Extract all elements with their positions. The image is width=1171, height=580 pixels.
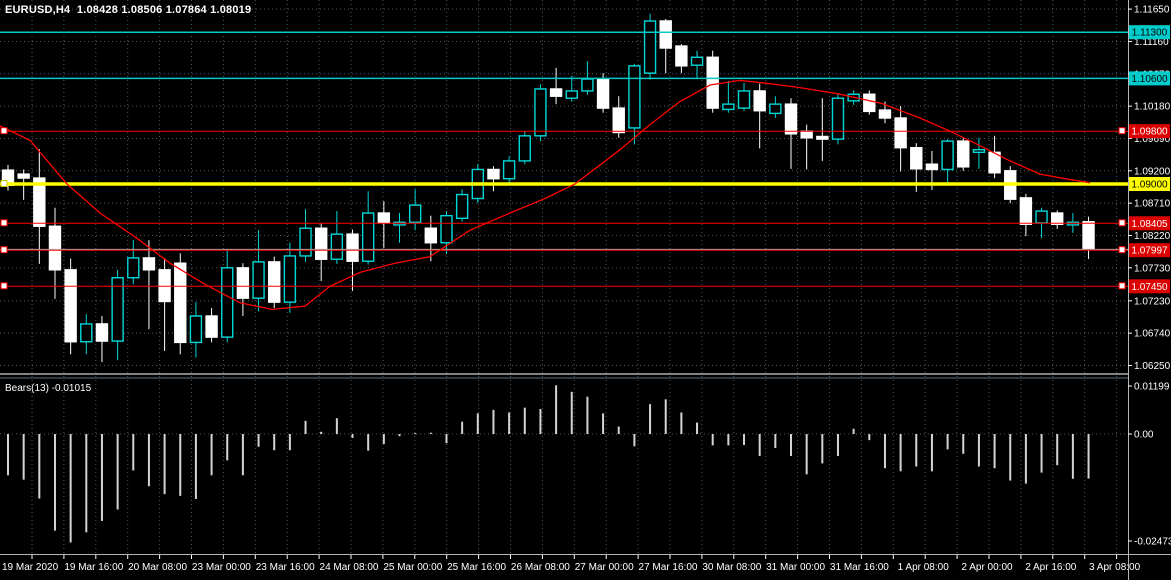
candlestick-series bbox=[1, 13, 1095, 363]
svg-text:1.06740: 1.06740 bbox=[1134, 329, 1171, 340]
svg-text:1.08220: 1.08220 bbox=[1134, 231, 1171, 242]
svg-text:-0.02473: -0.02473 bbox=[1134, 537, 1171, 548]
svg-text:1.10600: 1.10600 bbox=[1131, 74, 1168, 85]
svg-text:30 Mar 08:00: 30 Mar 08:00 bbox=[702, 562, 761, 573]
svg-text:27 Mar 00:00: 27 Mar 00:00 bbox=[575, 562, 634, 573]
svg-text:3 Apr 08:00: 3 Apr 08:00 bbox=[1089, 562, 1141, 573]
line-edge-markers bbox=[0, 127, 1126, 290]
indicator-label: Bears(13) -0.01015 bbox=[5, 383, 92, 394]
svg-text:1.09200: 1.09200 bbox=[1134, 166, 1171, 177]
bears-histogram bbox=[7, 385, 1090, 543]
price-line-badges: 1.11300 1.10600 1.09800 1.09000 1.08405 1.079… bbox=[1129, 25, 1170, 294]
svg-text:31 Mar 16:00: 31 Mar 16:00 bbox=[830, 562, 889, 573]
svg-text:19 Mar 2020: 19 Mar 2020 bbox=[2, 562, 59, 573]
svg-text:2 Apr 00:00: 2 Apr 00:00 bbox=[961, 562, 1013, 573]
svg-text:1.07230: 1.07230 bbox=[1134, 296, 1171, 307]
svg-text:0.01199: 0.01199 bbox=[1134, 382, 1170, 393]
svg-text:23 Mar 00:00: 23 Mar 00:00 bbox=[192, 562, 251, 573]
svg-text:24 Mar 08:00: 24 Mar 08:00 bbox=[320, 562, 379, 573]
svg-text:1.08710: 1.08710 bbox=[1134, 199, 1171, 210]
svg-text:1.11160: 1.11160 bbox=[1134, 37, 1169, 48]
svg-text:23 Mar 16:00: 23 Mar 16:00 bbox=[256, 562, 315, 573]
svg-text:1.11650: 1.11650 bbox=[1134, 5, 1170, 16]
indicator-axis: 0.01199 0.00 -0.02473 bbox=[1128, 382, 1171, 548]
svg-text:25 Mar 16:00: 25 Mar 16:00 bbox=[447, 562, 506, 573]
svg-text:31 Mar 00:00: 31 Mar 00:00 bbox=[766, 562, 825, 573]
moving-average-line bbox=[0, 79, 1091, 311]
svg-text:19 Mar 16:00: 19 Mar 16:00 bbox=[64, 562, 123, 573]
svg-text:1.10180: 1.10180 bbox=[1134, 102, 1171, 113]
svg-text:1.08405: 1.08405 bbox=[1131, 219, 1168, 230]
svg-text:1.09800: 1.09800 bbox=[1131, 127, 1168, 138]
horizontal-lines bbox=[0, 31, 1128, 287]
time-axis: 19 Mar 2020 19 Mar 16:00 20 Mar 08:00 23 Ma… bbox=[2, 555, 1141, 573]
chart-title: EURUSD,H4 1.08428 1.08506 1.07864 1.0801… bbox=[5, 4, 252, 16]
svg-text:1.07997: 1.07997 bbox=[1131, 246, 1168, 257]
svg-text:1 Apr 08:00: 1 Apr 08:00 bbox=[898, 562, 950, 573]
svg-text:1.07450: 1.07450 bbox=[1131, 282, 1168, 293]
svg-text:0.00: 0.00 bbox=[1134, 430, 1154, 441]
svg-text:26 Mar 08:00: 26 Mar 08:00 bbox=[511, 562, 570, 573]
panel-separator bbox=[0, 373, 1171, 379]
svg-text:20 Mar 08:00: 20 Mar 08:00 bbox=[128, 562, 187, 573]
svg-text:27 Mar 16:00: 27 Mar 16:00 bbox=[639, 562, 698, 573]
svg-text:1.09000: 1.09000 bbox=[1131, 180, 1168, 191]
svg-text:1.09690: 1.09690 bbox=[1134, 134, 1171, 145]
svg-text:1.07730: 1.07730 bbox=[1134, 263, 1171, 274]
svg-text:1.06250: 1.06250 bbox=[1134, 361, 1171, 372]
svg-text:2 Apr 16:00: 2 Apr 16:00 bbox=[1025, 562, 1077, 573]
svg-text:1.11300: 1.11300 bbox=[1132, 28, 1168, 39]
svg-text:25 Mar 00:00: 25 Mar 00:00 bbox=[383, 562, 442, 573]
